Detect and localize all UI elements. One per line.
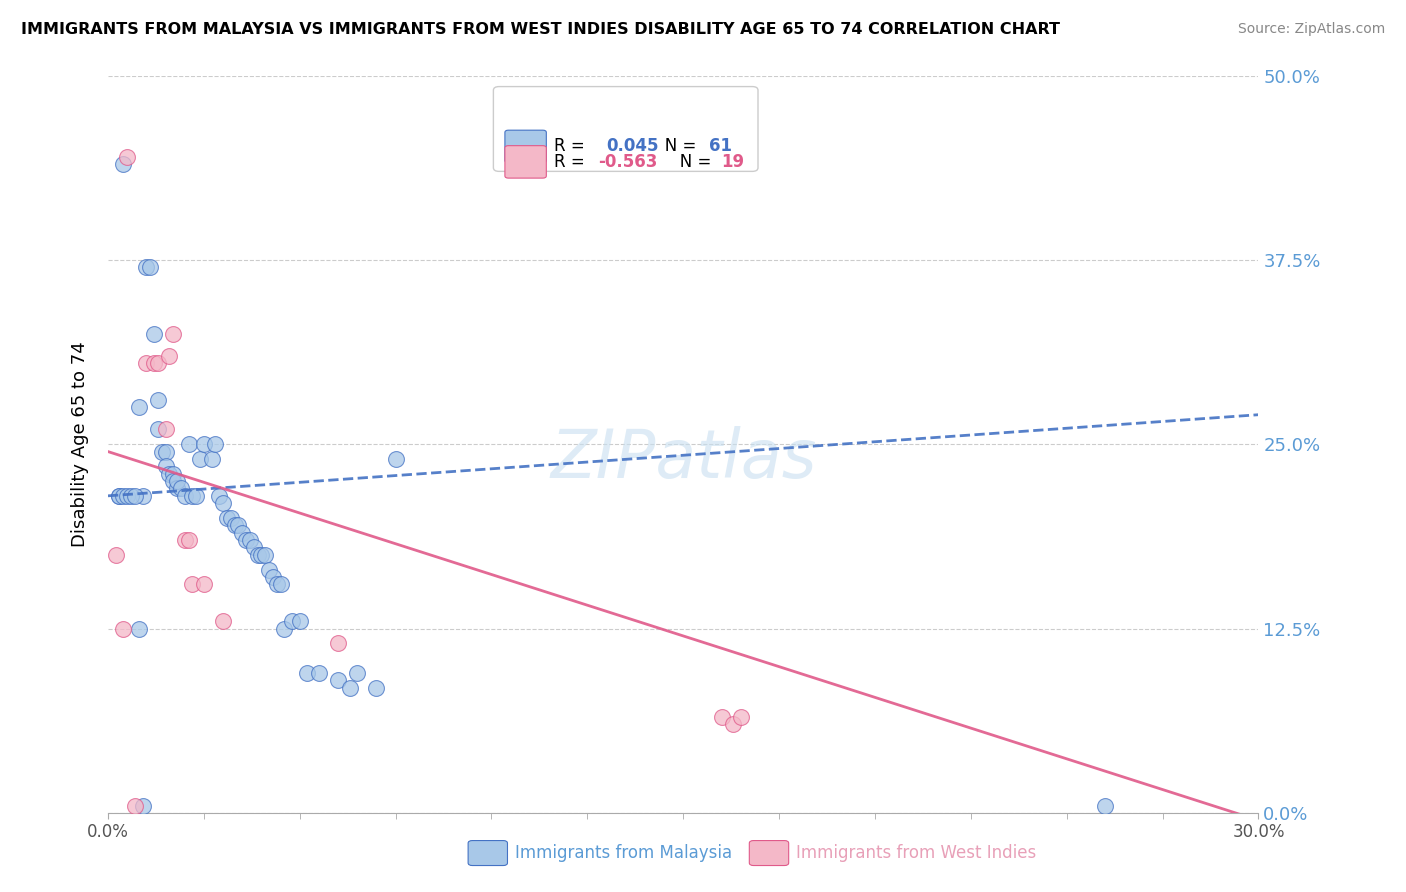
Point (131, 489, 153, 503)
Point (193, 437, 215, 451)
Text: Immigrants from West Indies: Immigrants from West Indies (796, 844, 1036, 862)
Point (181, 489, 204, 503)
Point (166, 474, 188, 488)
Point (131, 798, 153, 813)
Point (266, 577, 288, 591)
Point (155, 444, 177, 458)
Point (384, 452, 406, 467)
Text: R =: R = (554, 153, 591, 171)
Point (270, 577, 292, 591)
Point (208, 489, 231, 503)
FancyBboxPatch shape (494, 87, 758, 171)
Point (173, 533, 195, 547)
Text: 61: 61 (709, 137, 731, 155)
Text: Source: ZipAtlas.com: Source: ZipAtlas.com (1237, 22, 1385, 37)
Point (135, 260, 157, 275)
Point (177, 437, 200, 451)
Point (281, 614, 304, 628)
Text: -0.563: -0.563 (598, 153, 658, 171)
Point (128, 622, 150, 636)
Point (115, 150, 138, 164)
Point (326, 673, 349, 688)
FancyBboxPatch shape (505, 130, 547, 162)
Point (143, 356, 166, 370)
Point (339, 681, 361, 695)
Point (166, 482, 188, 496)
Point (104, 548, 127, 562)
Point (212, 614, 235, 628)
Point (186, 489, 208, 503)
Point (297, 665, 319, 680)
Text: ZIPatlas: ZIPatlas (550, 426, 817, 492)
Point (308, 665, 330, 680)
Point (228, 518, 250, 533)
Text: IMMIGRANTS FROM MALAYSIA VS IMMIGRANTS FROM WEST INDIES DISABILITY AGE 65 TO 74 : IMMIGRANTS FROM MALAYSIA VS IMMIGRANTS F… (21, 22, 1060, 37)
Point (146, 356, 169, 370)
Text: 0.045: 0.045 (606, 137, 658, 155)
Point (162, 474, 184, 488)
Point (143, 326, 166, 341)
Text: Immigrants from Malaysia: Immigrants from Malaysia (515, 844, 731, 862)
Point (262, 570, 284, 584)
Point (155, 422, 177, 436)
Point (193, 577, 215, 591)
Point (219, 511, 242, 525)
Point (242, 541, 264, 555)
Point (112, 489, 135, 503)
Point (231, 525, 253, 540)
Point (162, 326, 184, 341)
Point (115, 489, 138, 503)
Point (710, 710, 733, 724)
Y-axis label: Disability Age 65 to 74: Disability Age 65 to 74 (72, 342, 89, 547)
Point (730, 710, 752, 724)
Text: N =: N = (664, 153, 716, 171)
Point (157, 349, 180, 363)
Point (188, 452, 211, 467)
Point (124, 489, 146, 503)
Point (250, 548, 273, 562)
Point (162, 467, 184, 481)
Point (139, 260, 162, 275)
Point (146, 422, 169, 436)
Point (108, 489, 131, 503)
Point (157, 467, 180, 481)
Point (1094, 798, 1116, 813)
Point (288, 614, 311, 628)
Point (326, 636, 349, 650)
FancyBboxPatch shape (505, 145, 547, 178)
Text: R =: R = (554, 137, 596, 155)
Point (170, 482, 193, 496)
Point (204, 437, 226, 451)
Point (128, 401, 150, 415)
Point (108, 489, 131, 503)
Point (155, 459, 177, 474)
Point (224, 518, 246, 533)
Point (366, 681, 388, 695)
Text: 19: 19 (721, 153, 744, 171)
Point (215, 511, 238, 525)
Point (721, 717, 744, 731)
Point (177, 533, 200, 547)
Point (181, 577, 204, 591)
Point (173, 489, 195, 503)
Point (212, 496, 235, 510)
Point (346, 665, 368, 680)
Point (112, 157, 135, 171)
Point (246, 548, 269, 562)
Point (146, 392, 169, 407)
Point (254, 548, 277, 562)
Point (135, 356, 157, 370)
Point (273, 622, 295, 636)
Text: N =: N = (648, 137, 702, 155)
Point (200, 452, 222, 467)
Point (112, 622, 135, 636)
Point (124, 798, 146, 813)
Point (150, 444, 173, 458)
Point (120, 489, 142, 503)
Point (257, 563, 280, 577)
Point (235, 533, 257, 547)
Point (239, 533, 262, 547)
